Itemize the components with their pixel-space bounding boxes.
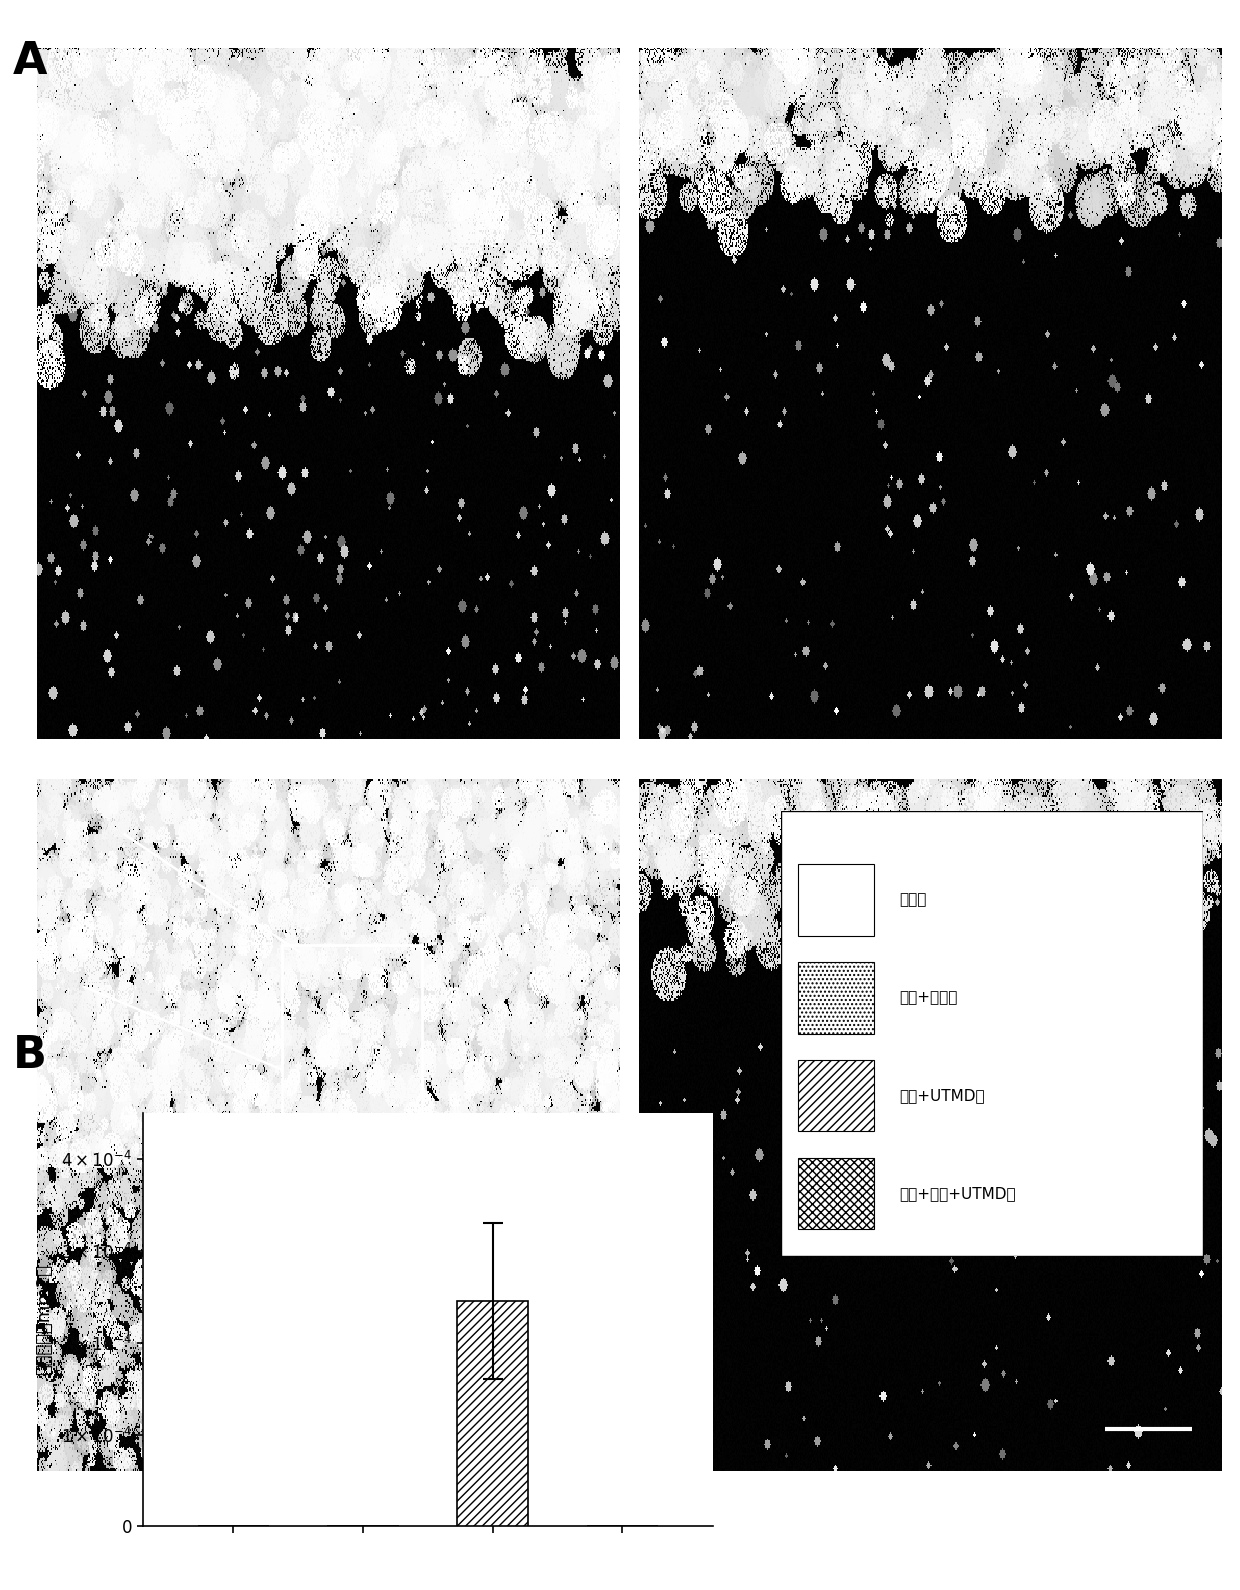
Text: A: A (12, 40, 47, 83)
Text: 模型+UTMD组: 模型+UTMD组 (899, 1088, 985, 1103)
Bar (281, 944, 422, 1347)
Bar (799, 1061, 874, 1132)
Bar (799, 1158, 874, 1229)
Bar (458, 1301, 528, 1526)
Y-axis label: 出血面积（mm2）: 出血面积（mm2） (35, 1264, 53, 1375)
Text: 模型+冰片+UTMD组: 模型+冰片+UTMD组 (899, 1186, 1016, 1202)
Text: 模型+冰片组: 模型+冰片组 (899, 991, 957, 1005)
Text: B: B (12, 1034, 46, 1076)
Bar (799, 962, 874, 1034)
FancyBboxPatch shape (781, 811, 1203, 1256)
Text: 模型组: 模型组 (899, 892, 926, 908)
Bar (799, 865, 874, 935)
